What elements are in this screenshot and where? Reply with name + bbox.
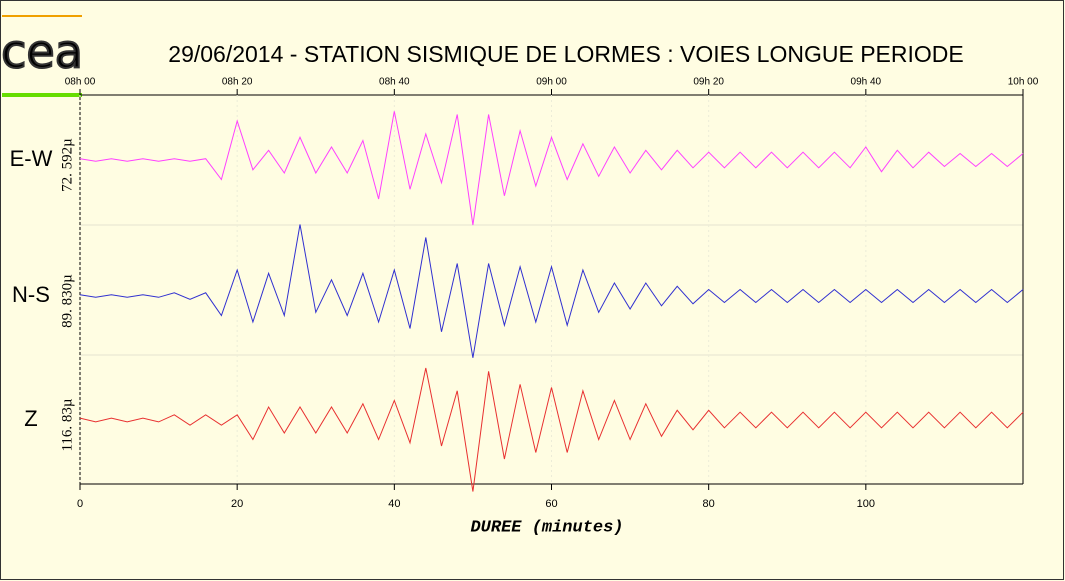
scale-label: 72. 592µ [59,138,75,192]
top-tick-label: 08h 40 [379,77,410,88]
trace [79,224,1024,358]
top-tick-label: 09h 20 [693,77,724,88]
top-tick-label: 09h 40 [851,77,882,88]
top-tick-label: 08h 00 [65,77,96,88]
channel-label: Z [24,406,37,431]
scale-label: 89. 830µ [59,274,75,328]
x-axis-label: DUREE (minutes) [470,518,623,537]
x-tick-label: 100 [857,498,875,510]
top-tick-label: 08h 20 [222,77,253,88]
logo: cea [1,25,83,79]
x-tick-label: 80 [703,498,715,510]
x-tick-label: 40 [388,498,400,510]
trace [79,367,1024,492]
x-tick-label: 20 [231,498,243,510]
channel-label: E-W [10,146,53,171]
chart-title: 29/06/2014 - STATION SISMIQUE DE LORMES … [168,41,963,67]
channel-label: N-S [12,282,50,307]
trace [79,111,1024,226]
top-tick-label: 10h 00 [1008,77,1039,88]
top-tick-label: 09h 00 [536,77,567,88]
x-tick-label: 0 [77,498,83,510]
x-tick-label: 60 [545,498,557,510]
scale-label: 116. 83µ [59,398,75,451]
